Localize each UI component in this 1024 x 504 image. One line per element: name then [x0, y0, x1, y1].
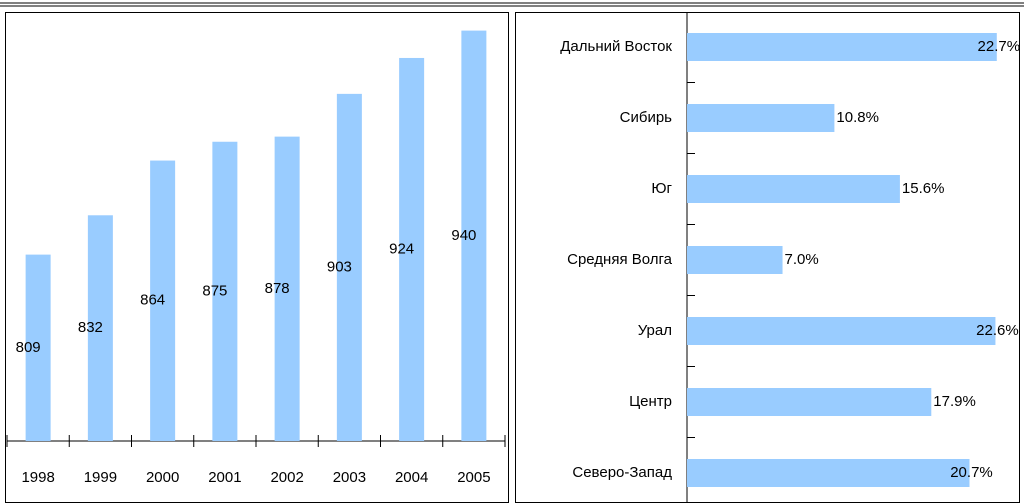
bar — [687, 459, 970, 487]
y-tick-label: Средняя Волга — [567, 251, 673, 268]
value-label: 940 — [451, 227, 476, 244]
value-label: 7.0% — [785, 251, 819, 268]
bar — [461, 30, 487, 441]
value-label: 832 — [78, 319, 103, 336]
value-label: 903 — [327, 258, 352, 275]
x-tick-label: 2001 — [208, 469, 241, 486]
x-tick-label: 2003 — [333, 469, 366, 486]
bar — [87, 215, 113, 441]
value-label: 864 — [140, 292, 165, 309]
x-tick-label: 2004 — [395, 469, 428, 486]
x-tick-label: 1998 — [21, 469, 54, 486]
bar — [25, 254, 51, 441]
value-label: 17.9% — [933, 393, 976, 410]
bar — [687, 246, 783, 274]
value-label: 22.6% — [976, 322, 1019, 339]
y-tick-label: Северо-Запад — [572, 464, 672, 481]
value-label: 20.7% — [950, 464, 993, 481]
value-label: 809 — [16, 339, 41, 356]
left-panel — [5, 12, 509, 503]
value-label: 924 — [389, 240, 414, 257]
bar — [150, 160, 176, 441]
bar — [687, 104, 835, 132]
bar — [336, 93, 362, 442]
x-tick-label: 2002 — [270, 469, 303, 486]
x-tick-label: 1999 — [84, 469, 117, 486]
bar — [687, 317, 996, 345]
value-label: 15.6% — [902, 180, 945, 197]
y-tick-label: Сибирь — [620, 109, 673, 126]
bar — [687, 175, 900, 203]
y-tick-label: Урал — [638, 322, 672, 339]
y-tick-label: Дальний Восток — [560, 38, 672, 55]
bar — [399, 57, 425, 442]
x-tick-label: 2005 — [457, 469, 490, 486]
bar — [687, 388, 932, 416]
right-panel — [515, 12, 1020, 503]
value-label: 22.7% — [978, 38, 1021, 55]
x-tick-label: 2000 — [146, 469, 179, 486]
value-label: 875 — [202, 282, 227, 299]
bar — [212, 141, 238, 441]
y-tick-label: Юг — [651, 180, 672, 197]
bar — [274, 136, 300, 441]
bar — [687, 33, 997, 61]
value-label: 878 — [265, 280, 290, 297]
value-label: 10.8% — [836, 109, 879, 126]
y-tick-label: Центр — [629, 393, 672, 410]
